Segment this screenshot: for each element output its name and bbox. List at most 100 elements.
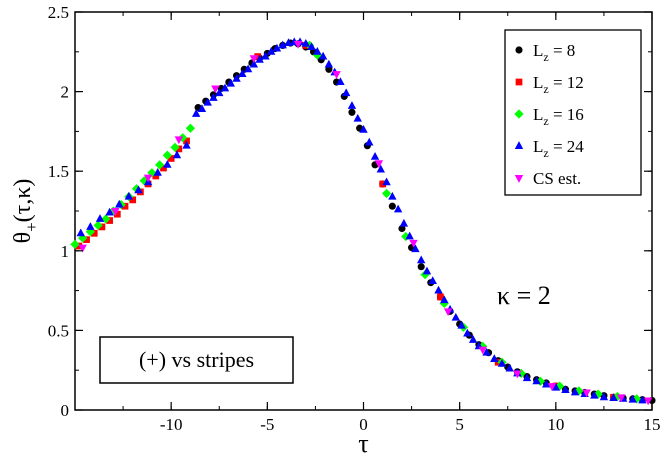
- data-point-lz8: [388, 202, 396, 210]
- data-point-lz24: [370, 152, 380, 160]
- data-point-lz16: [593, 389, 603, 399]
- data-point-lz24: [428, 276, 437, 284]
- legend-label-base: CS est.: [533, 169, 581, 188]
- data-point-lz24: [249, 59, 259, 68]
- data-point-cs: [513, 370, 522, 379]
- data-point-lz16: [381, 188, 392, 199]
- data-point-lz8: [417, 263, 425, 271]
- data-point-lz24: [522, 373, 532, 382]
- data-point-lz12: [129, 196, 137, 204]
- data-point-lz24: [468, 335, 478, 343]
- data-point-cs: [617, 394, 626, 403]
- data-point-lz24: [124, 191, 134, 200]
- data-point-lz24: [457, 320, 466, 329]
- legend-marker-lz16: [514, 109, 524, 119]
- x-tick-label: -5: [260, 415, 274, 434]
- data-point-lz24: [153, 167, 162, 176]
- data-point-cs: [332, 71, 341, 79]
- data-point-cs: [478, 346, 487, 355]
- data-point-lz24: [422, 266, 432, 275]
- data-point-lz24: [76, 228, 85, 237]
- data-point-lz24: [272, 43, 282, 52]
- legend-label-sub: z: [543, 146, 548, 160]
- legend-marker-cs: [514, 175, 524, 183]
- data-point-lz24: [551, 382, 561, 391]
- data-point-lz8: [398, 224, 406, 233]
- data-point-lz24: [336, 77, 345, 85]
- data-point-lz24: [590, 390, 599, 399]
- data-point-lz24: [255, 54, 264, 63]
- data-point-lz24: [434, 285, 443, 294]
- data-point-lz12: [83, 236, 90, 244]
- data-point-lz12: [160, 164, 167, 172]
- legend-label-lz16: Lz = 16: [533, 105, 584, 128]
- y-axis-title-base: θ: [10, 232, 36, 244]
- data-point-lz16: [93, 220, 103, 230]
- data-point-lz24: [266, 46, 276, 55]
- data-point-lz12: [379, 180, 387, 188]
- data-point-lz12: [167, 155, 175, 162]
- y-tick-label: 0.5: [48, 321, 69, 340]
- legend-label-base: L: [533, 73, 543, 92]
- data-point-lz12: [106, 217, 113, 224]
- legend-label-cs: CS est.: [533, 169, 581, 188]
- data-point-cs: [643, 397, 653, 406]
- x-tick-label: 0: [359, 415, 368, 434]
- data-point-lz16: [185, 123, 196, 133]
- data-point-lz12: [98, 223, 106, 231]
- y-axis-title-args: (τ,κ): [10, 179, 36, 223]
- data-point-lz24: [284, 38, 293, 46]
- data-point-lz16: [70, 239, 80, 250]
- y-axis-title: θ+(τ,κ): [10, 179, 41, 244]
- legend-label-rest: = 16: [549, 105, 584, 124]
- data-point-lz24: [628, 394, 637, 403]
- data-point-lz24: [182, 140, 191, 149]
- data-point-lz24: [134, 185, 143, 194]
- data-point-lz24: [226, 78, 235, 87]
- y-tick-label: 2.5: [48, 3, 69, 22]
- data-point-lz24: [307, 42, 316, 50]
- data-point-lz24: [393, 204, 403, 213]
- data-point-lz24: [411, 244, 420, 253]
- data-point-lz16: [131, 184, 142, 194]
- legend-marker-lz12: [515, 78, 523, 86]
- data-point-lz12: [254, 53, 262, 60]
- data-point-lz24: [232, 74, 241, 82]
- legend-label-sub: z: [543, 114, 548, 128]
- data-point-cs: [211, 85, 220, 94]
- data-point-cs: [111, 208, 120, 216]
- data-point-lz16: [612, 391, 622, 402]
- data-point-lz12: [152, 172, 160, 180]
- data-point-lz24: [388, 191, 397, 200]
- data-markers: [70, 37, 656, 406]
- annotation-box-label: (+) vs stripes: [139, 347, 254, 372]
- data-point-lz12: [113, 210, 121, 218]
- data-point-lz24: [105, 207, 114, 216]
- data-point-lz24: [215, 88, 224, 97]
- data-point-lz24: [115, 199, 124, 208]
- legend-label-sub: z: [543, 82, 548, 96]
- data-point-lz12: [175, 145, 183, 153]
- data-point-lz24: [95, 214, 105, 222]
- legend-label-lz8: Lz = 8: [533, 41, 575, 64]
- x-axis-title: τ: [358, 429, 368, 458]
- data-point-cs: [547, 383, 557, 391]
- data-point-lz24: [482, 347, 491, 356]
- data-point-lz24: [490, 354, 499, 362]
- data-point-lz24: [243, 64, 253, 73]
- data-point-lz24: [382, 177, 391, 186]
- data-point-lz8: [325, 65, 333, 73]
- data-point-lz12: [75, 242, 83, 250]
- legend-label-sub: z: [543, 50, 548, 64]
- data-point-lz24: [313, 46, 322, 55]
- legend-marker-lz24: [514, 141, 524, 149]
- data-point-lz24: [417, 255, 426, 264]
- data-point-lz24: [440, 295, 449, 304]
- data-point-lz24: [238, 69, 247, 78]
- y-axis-title-sub: +: [22, 222, 41, 232]
- data-point-lz24: [609, 393, 618, 401]
- legend-label-base: L: [533, 105, 543, 124]
- data-point-lz12: [121, 202, 129, 210]
